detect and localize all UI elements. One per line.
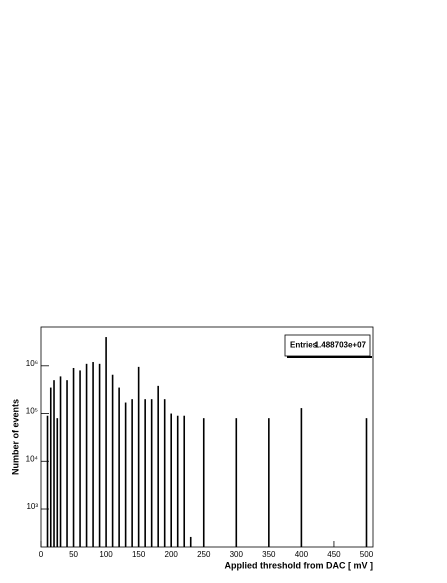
stats-label: Entries — [290, 341, 318, 350]
bar — [176, 415, 179, 547]
plot-frame — [40, 326, 374, 548]
bar — [170, 413, 172, 547]
x-tick-label: 300 — [230, 550, 244, 559]
x-tick-label: 0 — [39, 550, 44, 559]
y-tick-label: 10⁵ — [26, 407, 38, 416]
y-axis-title: Number of events — [10, 399, 20, 475]
bar — [98, 363, 101, 547]
x-tick-label: 400 — [295, 550, 309, 559]
x-tick-label: 350 — [262, 550, 276, 559]
bar — [202, 418, 205, 547]
bar — [85, 363, 88, 547]
x-tick-label: 250 — [197, 550, 211, 559]
x-axis-title: Applied threshold from DAC [ mV ] — [225, 560, 374, 570]
bar — [53, 380, 55, 547]
x-tick-label: 450 — [327, 550, 341, 559]
bar — [144, 399, 146, 547]
bar — [46, 415, 49, 547]
bar — [365, 418, 368, 547]
x-tick-label: 200 — [165, 550, 179, 559]
bar — [300, 408, 303, 547]
bar — [183, 415, 186, 547]
bar — [235, 418, 238, 547]
bar — [268, 418, 270, 547]
stats-shadow — [287, 356, 372, 358]
bar — [150, 399, 153, 547]
bar — [49, 387, 52, 547]
bar — [111, 374, 114, 547]
x-tick-label: 100 — [99, 550, 113, 559]
bar — [131, 399, 133, 547]
y-tick-label: 10⁴ — [26, 454, 39, 463]
bar — [92, 362, 94, 547]
bar — [163, 399, 166, 547]
bar — [79, 370, 81, 547]
bar — [124, 402, 127, 547]
bar — [56, 418, 59, 547]
bar — [105, 337, 107, 547]
bar — [118, 387, 120, 547]
bar — [59, 376, 62, 547]
stats-value: 1.488703e+07 — [315, 341, 367, 350]
bar — [189, 536, 192, 547]
y-tick-label: 10⁶ — [26, 359, 38, 368]
bar — [72, 367, 75, 547]
x-tick-label: 150 — [132, 550, 146, 559]
y-tick-label: 10³ — [26, 502, 38, 511]
bar — [157, 385, 159, 547]
bar — [137, 366, 140, 547]
x-tick-label: 500 — [360, 550, 374, 559]
x-tick-label: 50 — [69, 550, 78, 559]
bar — [66, 380, 68, 547]
